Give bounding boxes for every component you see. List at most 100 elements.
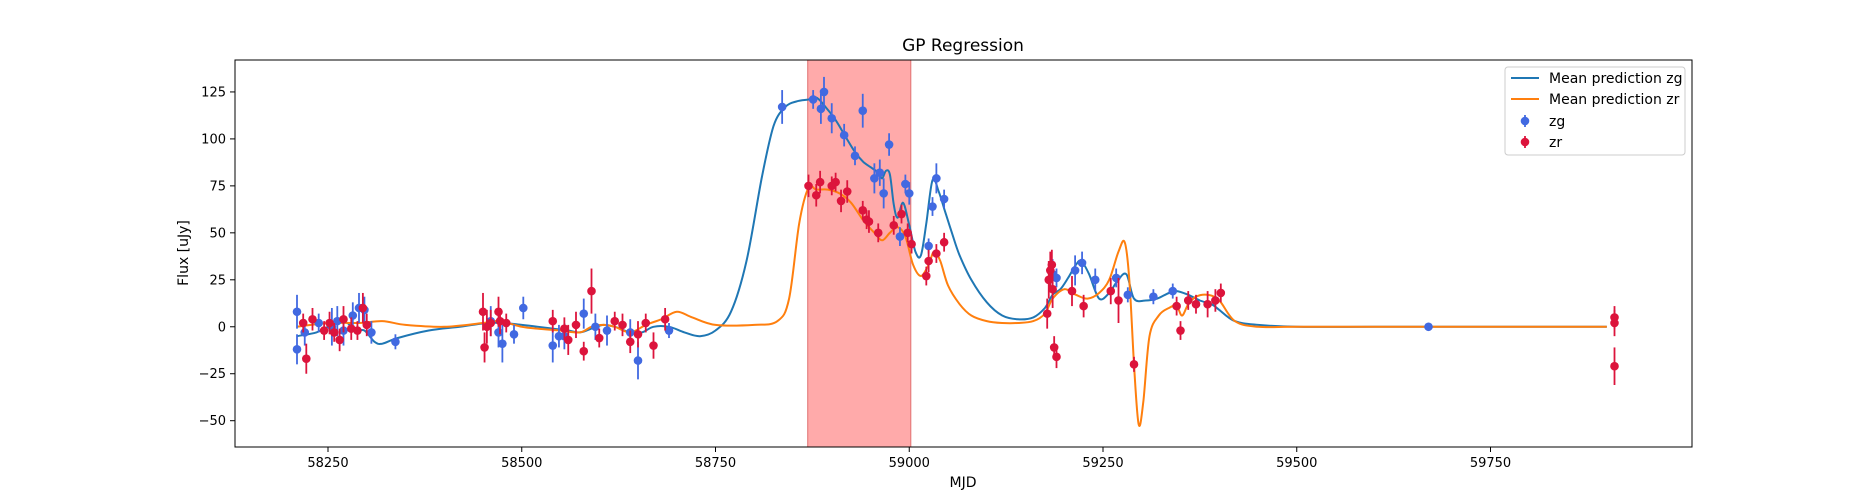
data-point-zr	[815, 177, 825, 187]
data-point-zr	[804, 181, 813, 191]
legend: Mean prediction zg Mean prediction zr zg zr	[1504, 66, 1686, 156]
data-point-zr	[625, 337, 635, 347]
y-tick-label: 100	[201, 132, 226, 147]
legend-label: zr	[1549, 135, 1562, 151]
data-point-zr	[907, 239, 916, 249]
data-point-zr	[660, 314, 670, 324]
data-point-zr	[1610, 361, 1619, 371]
data-point-zr	[335, 335, 344, 345]
data-point-zg	[498, 339, 507, 348]
data-point-zr	[298, 318, 308, 328]
data-point-zg	[895, 232, 905, 241]
data-point-zg	[904, 189, 914, 198]
data-point-zg	[664, 326, 674, 335]
data-point-zg	[1052, 273, 1061, 283]
data-point-zg	[579, 309, 589, 318]
data-point-zg	[884, 140, 894, 149]
data-point-zg	[591, 322, 600, 332]
data-point-zr	[922, 271, 931, 281]
data-point-zg	[519, 303, 528, 313]
data-point-zg	[850, 151, 860, 161]
y-tick-label: 0	[218, 320, 226, 335]
data-point-zr	[480, 343, 489, 352]
legend-label: Mean prediction zg	[1549, 71, 1683, 87]
data-point-zg	[548, 341, 558, 350]
data-point-zr	[308, 314, 317, 324]
legend-box	[1504, 66, 1686, 156]
y-tick-label: 75	[209, 179, 226, 194]
data-point-zr	[325, 318, 334, 328]
data-point-zr	[353, 326, 362, 335]
legend-marker-swatch	[1520, 116, 1530, 126]
data-point-zg	[932, 174, 941, 183]
data-point-zg	[391, 337, 400, 347]
data-point-zg	[1123, 290, 1133, 300]
data-point-zr	[362, 320, 372, 330]
x-tick-label: 59500	[1276, 456, 1317, 471]
legend-label: Mean prediction zr	[1549, 92, 1680, 108]
data-point-zg	[1149, 292, 1158, 302]
y-tick-label: 125	[201, 85, 226, 100]
data-point-zr	[329, 328, 339, 337]
data-point-zr	[1047, 260, 1057, 270]
data-point-zr	[319, 326, 329, 335]
data-point-zr	[610, 316, 620, 326]
data-point-zr	[889, 221, 899, 230]
data-point-zr	[1172, 301, 1181, 311]
data-point-zr	[903, 228, 912, 238]
data-point-zr	[1079, 301, 1088, 311]
data-point-zg	[839, 130, 849, 140]
data-point-zg	[827, 113, 837, 123]
data-point-zg	[509, 329, 519, 339]
data-point-zr	[939, 237, 949, 247]
data-point-zr	[587, 286, 596, 296]
data-point-zg	[924, 241, 933, 251]
x-axis-label: MJD	[950, 475, 977, 491]
data-point-zr	[1042, 309, 1052, 318]
data-point-zr	[649, 341, 658, 350]
data-point-zr	[1203, 299, 1212, 309]
y-tick-label: 50	[209, 226, 226, 241]
data-point-zg	[1077, 258, 1087, 268]
data-point-zg	[1424, 322, 1433, 332]
data-point-zr	[1067, 286, 1077, 296]
data-point-zr	[1191, 299, 1201, 309]
data-point-zg	[1168, 286, 1178, 296]
data-point-zg	[300, 328, 310, 337]
data-point-zg	[348, 311, 358, 320]
data-point-zr	[571, 320, 581, 330]
chart-title: GP Regression	[902, 36, 1024, 56]
data-point-zr	[560, 324, 569, 333]
data-point-zr	[1216, 288, 1226, 298]
data-point-zg	[777, 102, 787, 112]
x-tick-label: 58250	[307, 456, 348, 471]
data-point-zr	[873, 228, 883, 238]
data-point-zg	[367, 328, 376, 337]
data-point-zg	[901, 179, 910, 189]
data-point-zg	[314, 318, 324, 328]
y-axis-label: Flux [uJy]	[176, 220, 192, 286]
x-tick-label: 59000	[889, 456, 930, 471]
data-point-zr	[1211, 296, 1220, 305]
data-point-zg	[870, 174, 879, 183]
data-point-zr	[1610, 318, 1619, 328]
data-point-zg	[819, 87, 829, 97]
data-point-zr	[478, 307, 488, 317]
data-point-zr	[358, 303, 368, 313]
data-point-zg	[879, 189, 888, 198]
data-point-zr	[563, 335, 573, 345]
data-point-zg	[816, 104, 826, 114]
data-point-zr	[1183, 296, 1193, 305]
data-point-zr	[1176, 326, 1185, 335]
data-point-zg	[1090, 275, 1100, 285]
data-point-zr	[1052, 352, 1061, 362]
data-point-zr	[864, 217, 874, 226]
x-tick-label: 59250	[1082, 456, 1123, 471]
data-point-zg	[928, 202, 937, 211]
data-point-zr	[486, 318, 496, 328]
data-point-zr	[836, 196, 846, 206]
data-point-zr	[501, 318, 511, 328]
data-point-zr	[1048, 284, 1057, 294]
